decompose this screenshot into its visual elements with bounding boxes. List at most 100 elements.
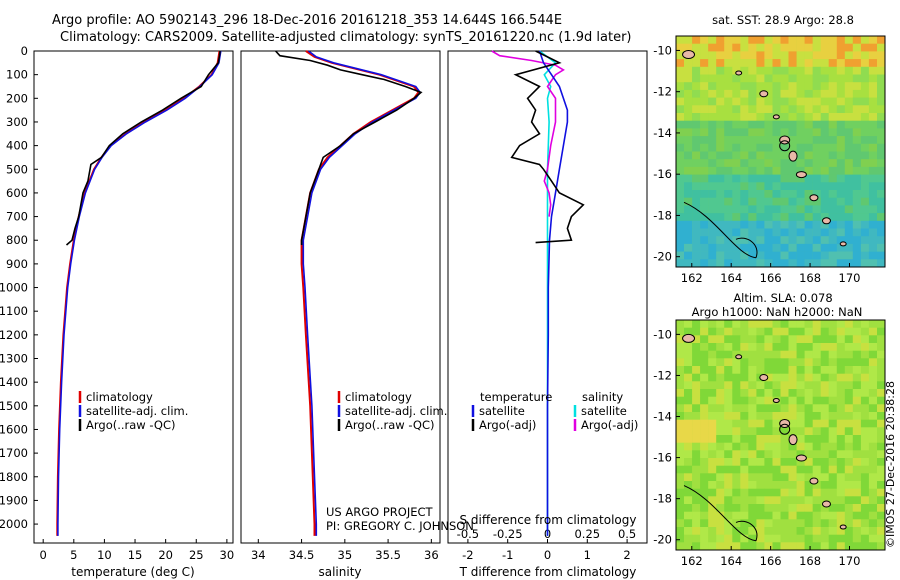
map-cell	[812, 228, 821, 237]
lat-tick-label: -18	[653, 208, 672, 222]
map-cell	[780, 174, 789, 183]
map-cell	[836, 243, 846, 252]
map-cell	[852, 381, 862, 390]
map-cell	[764, 97, 773, 106]
map-cell	[844, 228, 854, 237]
map-cell	[772, 205, 781, 214]
map-cell	[820, 496, 829, 505]
map-cell	[764, 105, 773, 114]
map-cell	[860, 128, 870, 137]
map-cell	[764, 396, 773, 405]
map-cell	[724, 66, 733, 75]
map-cell	[836, 136, 846, 145]
map-cell	[828, 404, 837, 413]
map-cell	[692, 259, 701, 268]
map-cell	[780, 381, 789, 390]
map-cell	[836, 511, 846, 520]
map-cell	[748, 358, 757, 367]
map-cell	[877, 190, 886, 198]
map-cell	[708, 89, 717, 98]
map-cell	[820, 228, 829, 237]
map-cell	[820, 511, 829, 520]
map-cell	[820, 450, 829, 459]
map-cell	[716, 236, 725, 245]
x-tick-label: 0	[40, 548, 47, 562]
header-line-1: Argo profile: AO 5902143_296 18-Dec-2016…	[52, 13, 562, 28]
map-cell	[804, 465, 813, 474]
map-cell	[740, 465, 749, 474]
map-cell	[796, 335, 805, 344]
map-cell	[877, 43, 886, 52]
legend-label-t-satellite: satellite	[479, 404, 525, 418]
map-cell	[868, 366, 878, 374]
map-cell	[676, 128, 685, 137]
map-cell	[740, 120, 749, 129]
map-cell	[716, 396, 725, 405]
map-cell	[852, 519, 862, 528]
map-cell	[844, 335, 854, 344]
map-cell	[756, 251, 765, 260]
map-cell	[820, 488, 829, 497]
map-cell	[724, 320, 733, 328]
map-cell	[812, 151, 821, 160]
map-cell	[764, 511, 773, 520]
map-cell	[868, 519, 878, 528]
map-cell	[828, 481, 837, 489]
map-cell	[788, 358, 797, 367]
map-cell	[780, 120, 789, 129]
map-cell	[676, 458, 685, 466]
lat-tick-label: -12	[653, 85, 672, 99]
map-cell	[740, 190, 749, 198]
map-cell	[684, 97, 693, 106]
map-cell	[852, 213, 862, 222]
map-cell	[877, 159, 886, 168]
map-cell	[740, 527, 749, 535]
map-cell	[700, 335, 709, 344]
map-cell	[820, 36, 829, 44]
map-cell	[780, 159, 789, 168]
map-cell	[764, 174, 773, 183]
map-cell	[877, 251, 886, 260]
map-cell	[732, 396, 741, 405]
map-cell	[676, 473, 685, 482]
map-cell	[764, 350, 773, 359]
map-cell	[788, 51, 797, 60]
map-cell	[796, 504, 805, 512]
map-cell	[676, 442, 685, 451]
map-cell	[772, 166, 781, 175]
map-cell	[780, 320, 789, 328]
lon-tick-label: 168	[799, 271, 821, 285]
map-cell	[716, 43, 725, 52]
map-cell	[788, 504, 797, 512]
map-cell	[796, 213, 805, 222]
island-shape	[821, 217, 831, 225]
map-cell	[684, 534, 693, 543]
map-cell	[804, 366, 813, 374]
map-cell	[844, 458, 854, 466]
map-cell	[852, 36, 862, 44]
map-cell	[804, 43, 813, 52]
map-cell	[764, 534, 773, 543]
map-cell	[732, 159, 741, 168]
map-cell	[700, 120, 709, 129]
map-cell	[684, 82, 693, 91]
map-cell	[820, 373, 829, 382]
map-cell	[796, 427, 805, 436]
map-cell	[772, 534, 781, 543]
map-cell	[716, 251, 725, 260]
map-cell	[708, 335, 717, 344]
map-cell	[780, 36, 789, 44]
map-cell	[684, 251, 693, 260]
map-cell	[684, 128, 693, 137]
map-cell	[700, 51, 709, 60]
x-tick-label: 30	[220, 548, 235, 562]
map-cell	[708, 358, 717, 367]
map-cell	[877, 327, 886, 336]
map-cell	[860, 36, 870, 44]
map-cell	[716, 381, 725, 390]
map-cell	[748, 504, 757, 512]
map-cell	[844, 419, 854, 428]
map-cell	[828, 220, 837, 229]
map-cell	[877, 335, 886, 344]
map-cell	[740, 82, 749, 91]
